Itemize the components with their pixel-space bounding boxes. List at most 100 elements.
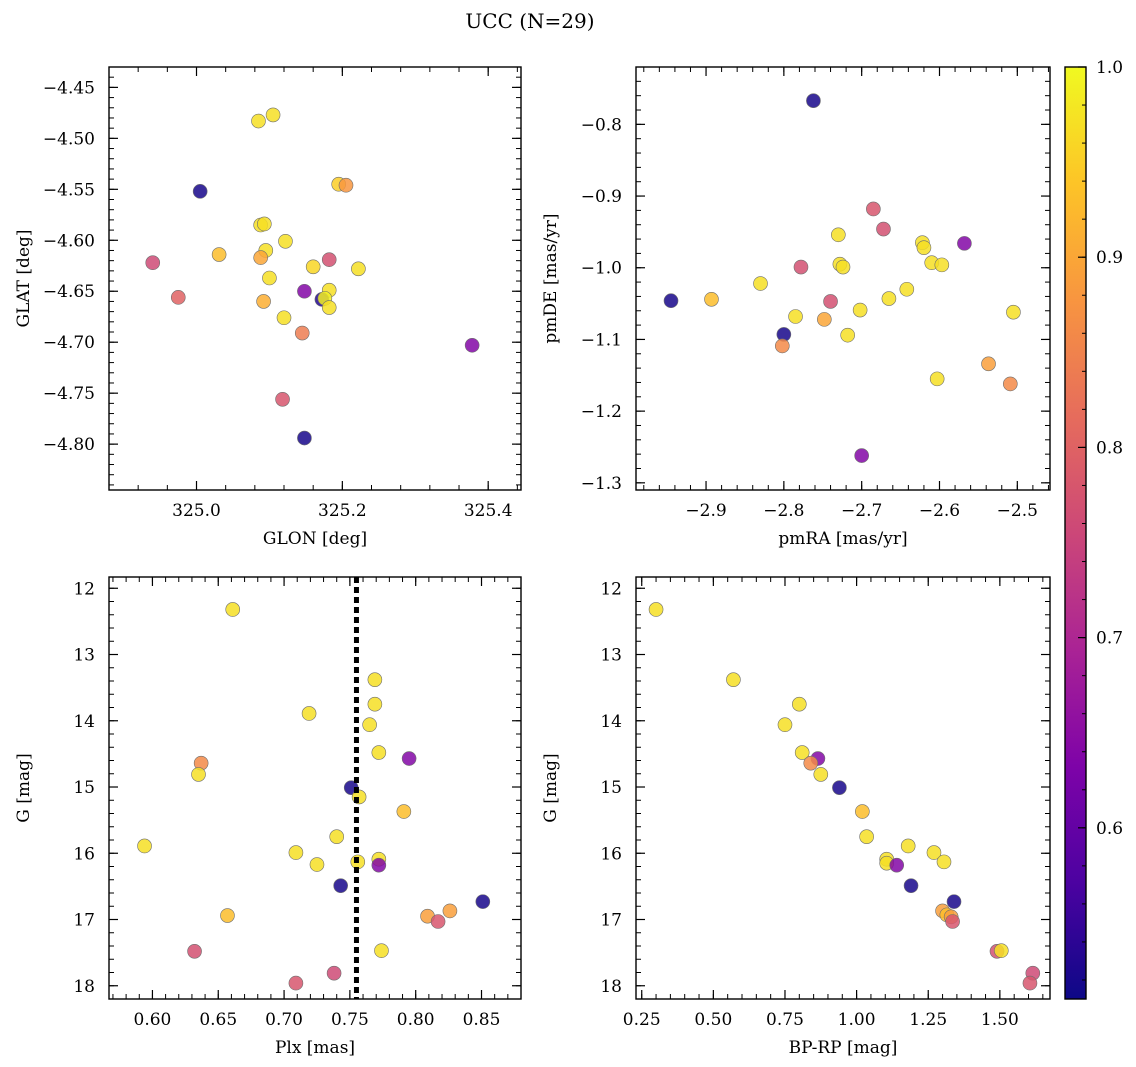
y-tick-label: 12 — [600, 579, 622, 599]
data-point — [371, 745, 387, 760]
scatter-points — [145, 107, 480, 446]
data-point — [275, 391, 290, 407]
data-point — [475, 894, 491, 909]
x-tick-label: 0.80 — [397, 1010, 435, 1030]
data-point — [831, 227, 846, 243]
data-point — [726, 672, 741, 687]
colorbar-tick-label: 0.7 — [1096, 629, 1123, 649]
panel-sky: 325.0 325.2 325.4 −4.45 −4.50 −4.55 −4.60 −4.65… — [14, 66, 522, 549]
data-point — [401, 751, 417, 766]
major-ticks — [109, 577, 521, 999]
colorbar-tick-label: 0.6 — [1096, 819, 1123, 839]
data-point — [309, 857, 325, 872]
panel-pm: −2.9 −2.8 −2.7 −2.6 −2.5 −0.8 −0.9 −1.0 −1.1 −1.2… — [541, 66, 1051, 549]
y-tick-label: −4.65 — [43, 282, 95, 302]
data-point — [333, 878, 348, 894]
data-point — [946, 894, 962, 909]
x-tick-label: 325.0 — [172, 501, 221, 521]
data-point — [137, 838, 152, 854]
x-tick-label: −2.5 — [997, 501, 1038, 521]
data-point — [321, 300, 337, 315]
data-point — [753, 276, 768, 291]
data-point — [192, 184, 208, 199]
data-point — [253, 250, 268, 265]
y-axis-label: G [mag] — [14, 753, 34, 822]
data-point — [278, 233, 293, 249]
x-axis-label: Plx [mas] — [275, 1038, 355, 1058]
data-point — [338, 177, 354, 193]
x-tick-label: 1.00 — [838, 1010, 876, 1030]
minor-ticks — [109, 577, 522, 1000]
data-point — [793, 259, 809, 275]
data-point — [788, 309, 803, 324]
data-point — [321, 252, 337, 267]
data-point — [1022, 975, 1038, 991]
data-point — [792, 696, 807, 712]
data-point — [854, 448, 869, 463]
y-tick-label: −1.0 — [581, 259, 622, 279]
x-tick-label: −2.7 — [841, 501, 882, 521]
y-tick-label: −4.75 — [43, 384, 95, 404]
x-axis-label: pmRA [mas/yr] — [778, 529, 907, 549]
colorbar-tick-label: 0.8 — [1096, 438, 1123, 458]
data-point — [374, 943, 389, 958]
data-point — [859, 829, 874, 844]
colorbar-tick-label: 1.0 — [1096, 58, 1123, 78]
y-tick-label: 13 — [73, 646, 95, 666]
colorbar-gradient — [1064, 66, 1087, 1000]
data-point — [777, 717, 793, 733]
data-point — [663, 293, 679, 309]
minor-ticks — [636, 66, 1050, 490]
data-point — [903, 878, 919, 894]
data-point — [981, 356, 996, 372]
figure-title: UCC (N=29) — [465, 9, 594, 33]
major-ticks — [636, 577, 1050, 999]
x-tick-label: 325.4 — [464, 501, 513, 521]
data-point — [926, 845, 942, 860]
x-tick-label: 0.60 — [134, 1010, 172, 1030]
data-point — [367, 696, 383, 712]
y-tick-label: −1.2 — [581, 402, 622, 422]
y-axis-label: pmDE [mas/yr] — [541, 213, 561, 343]
data-point — [876, 221, 891, 237]
x-tick-label: 325.2 — [318, 501, 367, 521]
axes-frame — [108, 66, 522, 491]
data-point — [297, 283, 312, 299]
y-tick-label: 16 — [600, 844, 622, 864]
data-point — [934, 257, 950, 273]
x-tick-label: 0.70 — [265, 1010, 303, 1030]
y-tick-label: 14 — [600, 712, 622, 732]
y-tick-label: −4.70 — [43, 333, 95, 353]
data-point — [265, 107, 281, 123]
data-point — [993, 943, 1009, 958]
data-point — [945, 914, 960, 929]
data-point — [294, 325, 310, 341]
major-ticks — [109, 67, 521, 490]
data-point — [813, 767, 829, 782]
data-point — [256, 294, 271, 309]
data-point — [881, 291, 897, 306]
data-point — [170, 290, 186, 305]
x-tick-label: 1.50 — [981, 1010, 1019, 1030]
data-point — [855, 804, 870, 819]
data-point — [396, 804, 412, 819]
data-point — [371, 857, 387, 873]
data-point — [220, 908, 235, 923]
data-point — [297, 430, 312, 446]
y-tick-label: −1.1 — [581, 330, 622, 350]
data-point — [1003, 376, 1018, 392]
panel-plx: 0.60 0.65 0.70 0.75 0.80 0.85 12 13 14 15 16 17 18 Pl… — [14, 576, 522, 1058]
data-point — [806, 93, 821, 108]
scatter-points — [663, 93, 1021, 463]
data-point — [145, 255, 161, 271]
y-tick-label: 16 — [73, 844, 95, 864]
y-tick-label: −4.60 — [43, 231, 95, 251]
data-point — [211, 247, 227, 262]
data-point — [288, 845, 304, 860]
data-point — [329, 829, 345, 844]
y-tick-label: −4.45 — [43, 78, 95, 98]
y-tick-label: 12 — [73, 579, 95, 599]
data-point — [362, 717, 377, 733]
panels: 325.0 325.2 325.4 −4.45 −4.50 −4.55 −4.60 −4.65… — [14, 66, 1051, 1058]
